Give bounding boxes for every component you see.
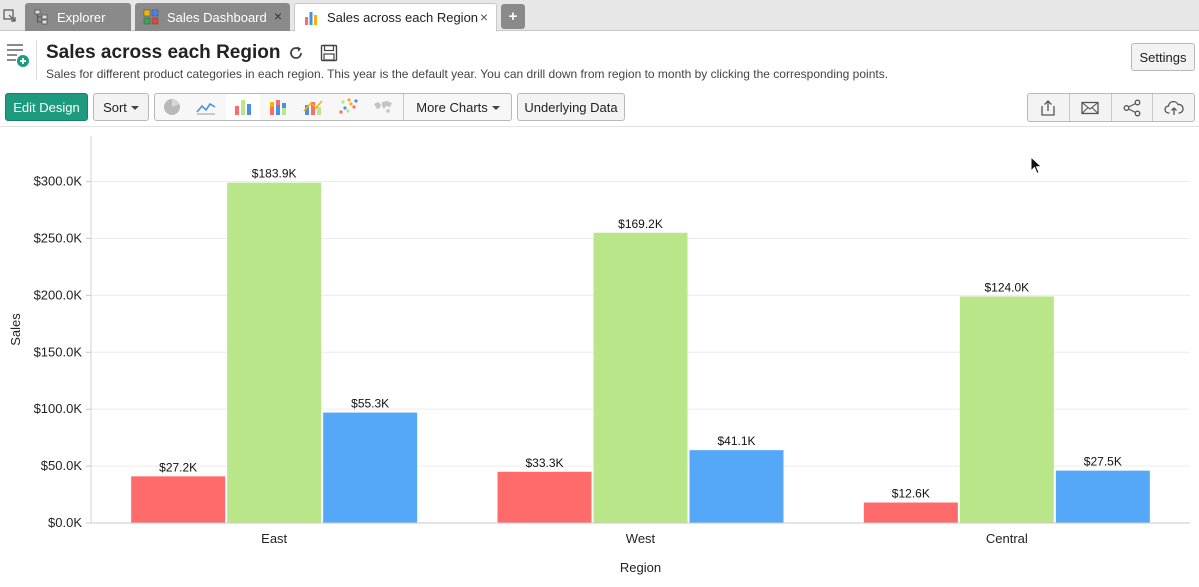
combo-chart-icon: [303, 100, 323, 115]
mouse-cursor-icon: [1030, 156, 1043, 175]
tab-label: Sales Dashboard: [167, 9, 267, 25]
tab-label: Explorer: [57, 9, 106, 25]
chart-labels: $0.0K $50.0K $100.0K $150.0K $200.0K $250.0K $…: [34, 167, 1122, 546]
underlying-data-button[interactable]: Underlying Data: [517, 93, 625, 121]
combo-chart-type[interactable]: [296, 94, 330, 120]
more-charts-label: More Charts: [416, 99, 488, 115]
report-menu-icon[interactable]: [6, 42, 30, 68]
x-axis-title: Region: [620, 560, 661, 575]
refresh-icon[interactable]: [288, 45, 304, 61]
bar-west-series-3[interactable]: [689, 450, 784, 523]
y-tick-label: $0.0K: [48, 515, 82, 530]
data-label: $55.3K: [351, 397, 389, 411]
plus-icon: +: [508, 8, 518, 25]
page-description: Sales for different product categories i…: [46, 67, 889, 81]
y-tick-label: $300.0K: [34, 174, 83, 189]
export-button[interactable]: [1028, 94, 1069, 121]
collapse-icon[interactable]: [3, 9, 17, 23]
data-label: $169.2K: [618, 217, 663, 231]
dashboard-grid-icon: [143, 9, 159, 25]
y-tick-label: $250.0K: [34, 230, 83, 245]
bar-west-series-2[interactable]: [593, 232, 688, 523]
bar-east-series-3[interactable]: [323, 412, 418, 523]
hierarchy-icon: [34, 9, 48, 25]
pie-chart-icon: [164, 98, 180, 115]
page-title: Sales across each Region: [46, 42, 281, 63]
stacked-bar-icon: [270, 100, 286, 115]
export-icon: [1041, 99, 1056, 116]
chevron-down-icon: [491, 106, 500, 110]
data-label: $124.0K: [984, 280, 1029, 294]
scatter-chart-icon: [339, 98, 358, 114]
settings-button[interactable]: Settings: [1131, 43, 1195, 71]
bar-central-series-2[interactable]: [959, 296, 1054, 523]
more-charts-button[interactable]: More Charts: [403, 94, 512, 120]
cloud-upload-icon: [1163, 100, 1184, 115]
mail-icon: [1081, 101, 1099, 114]
x-tick-label: East: [261, 531, 287, 546]
y-tick-label: $50.0K: [41, 458, 83, 473]
tab-label: Sales across each Region: [327, 10, 479, 25]
y-axis-title: Sales: [8, 313, 23, 346]
tab-sales-dashboard[interactable]: Sales Dashboard ×: [135, 3, 290, 31]
tab-sales-across-region[interactable]: Sales across each Region ×: [294, 3, 497, 32]
bar-chart-type[interactable]: [226, 94, 260, 120]
sales-bar-chart: $0.0K $50.0K $100.0K $150.0K $200.0K $250.0K $…: [8, 136, 1190, 575]
share-icon: [1123, 99, 1141, 116]
stacked-bar-chart-type[interactable]: [261, 94, 295, 120]
bar-west-series-1[interactable]: [497, 471, 592, 523]
data-label: $27.5K: [1084, 455, 1122, 469]
bar-chart-icon: [305, 11, 317, 25]
data-label: $27.2K: [159, 460, 197, 474]
sort-label: Sort: [103, 99, 127, 115]
world-map-icon: [374, 101, 392, 113]
share-toolbar: [1027, 93, 1195, 122]
close-icon[interactable]: ×: [273, 8, 282, 24]
bar-central-series-1[interactable]: [863, 502, 958, 523]
new-tab-button[interactable]: +: [501, 4, 525, 29]
y-tick-label: $200.0K: [34, 287, 83, 302]
sort-button[interactable]: Sort: [93, 93, 149, 121]
line-chart-icon: [196, 102, 216, 115]
toolbar-divider: [0, 126, 1199, 127]
header-divider: [36, 40, 37, 80]
map-chart-type[interactable]: [366, 94, 400, 120]
data-label: $41.1K: [717, 434, 755, 448]
line-chart-type[interactable]: [189, 94, 223, 120]
data-label: $183.9K: [252, 167, 297, 181]
chart-bars: [131, 182, 1150, 523]
tab-strip: Explorer Sales Dashboard × Sales across …: [0, 0, 1199, 32]
pie-chart-type[interactable]: [155, 94, 189, 120]
x-tick-label: West: [626, 531, 656, 546]
data-label: $12.6K: [892, 487, 930, 501]
scatter-chart-type[interactable]: [331, 94, 365, 120]
share-button[interactable]: [1110, 94, 1153, 121]
close-icon[interactable]: ×: [479, 9, 488, 25]
save-icon[interactable]: [320, 44, 338, 62]
chart-type-selector: More Charts: [154, 93, 512, 121]
y-tick-label: $100.0K: [34, 401, 83, 416]
chevron-down-icon: [130, 106, 139, 110]
y-tick-label: $150.0K: [34, 344, 83, 359]
bar-east-series-1[interactable]: [131, 476, 226, 523]
bar-east-series-2[interactable]: [227, 182, 322, 523]
tab-explorer[interactable]: Explorer: [25, 3, 131, 31]
publish-button[interactable]: [1152, 94, 1194, 121]
bar-chart-icon: [235, 100, 251, 115]
email-button[interactable]: [1068, 94, 1111, 121]
edit-design-button[interactable]: Edit Design: [5, 93, 88, 121]
x-tick-label: Central: [986, 531, 1028, 546]
bar-central-series-3[interactable]: [1055, 470, 1150, 523]
data-label: $33.3K: [525, 456, 563, 470]
